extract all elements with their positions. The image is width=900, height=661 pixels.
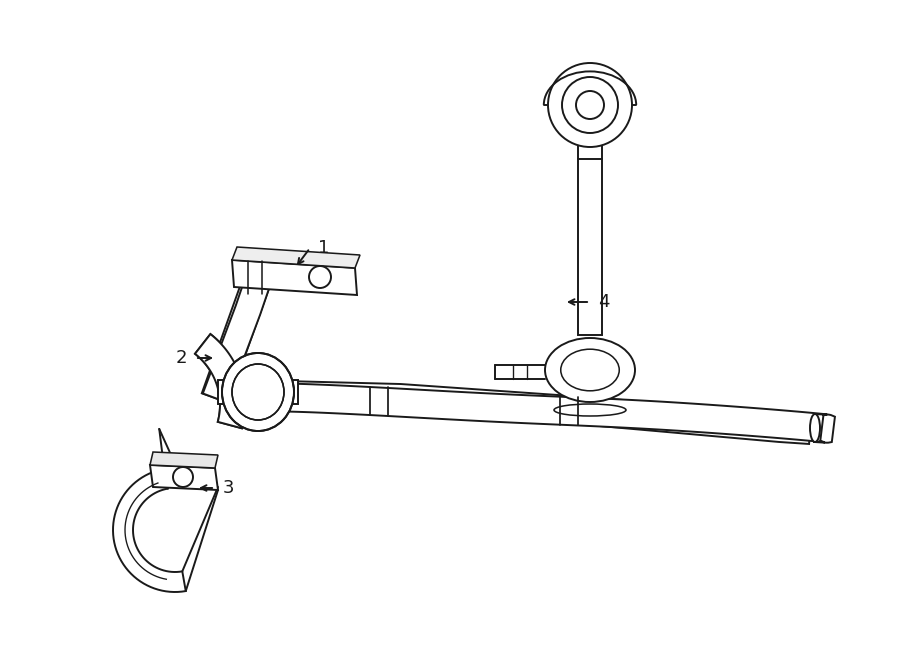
- Circle shape: [548, 63, 632, 147]
- Text: 1: 1: [318, 239, 329, 257]
- Polygon shape: [244, 383, 835, 443]
- Text: 4: 4: [598, 293, 609, 311]
- Circle shape: [576, 91, 604, 119]
- Polygon shape: [232, 260, 357, 295]
- Polygon shape: [202, 253, 278, 403]
- Ellipse shape: [545, 338, 635, 402]
- Circle shape: [173, 467, 193, 487]
- Polygon shape: [195, 334, 245, 428]
- Circle shape: [309, 266, 331, 288]
- Polygon shape: [218, 380, 298, 404]
- Text: 3: 3: [223, 479, 235, 497]
- Ellipse shape: [554, 404, 626, 416]
- Ellipse shape: [232, 364, 284, 420]
- Ellipse shape: [810, 414, 820, 442]
- Polygon shape: [113, 469, 185, 592]
- Ellipse shape: [222, 353, 294, 431]
- Circle shape: [562, 77, 618, 133]
- Polygon shape: [150, 452, 218, 468]
- Polygon shape: [195, 334, 245, 428]
- Polygon shape: [232, 247, 360, 268]
- Polygon shape: [245, 380, 811, 444]
- Polygon shape: [150, 465, 218, 490]
- Text: 2: 2: [176, 349, 187, 367]
- Ellipse shape: [561, 349, 619, 391]
- Polygon shape: [202, 256, 277, 403]
- Polygon shape: [578, 159, 602, 335]
